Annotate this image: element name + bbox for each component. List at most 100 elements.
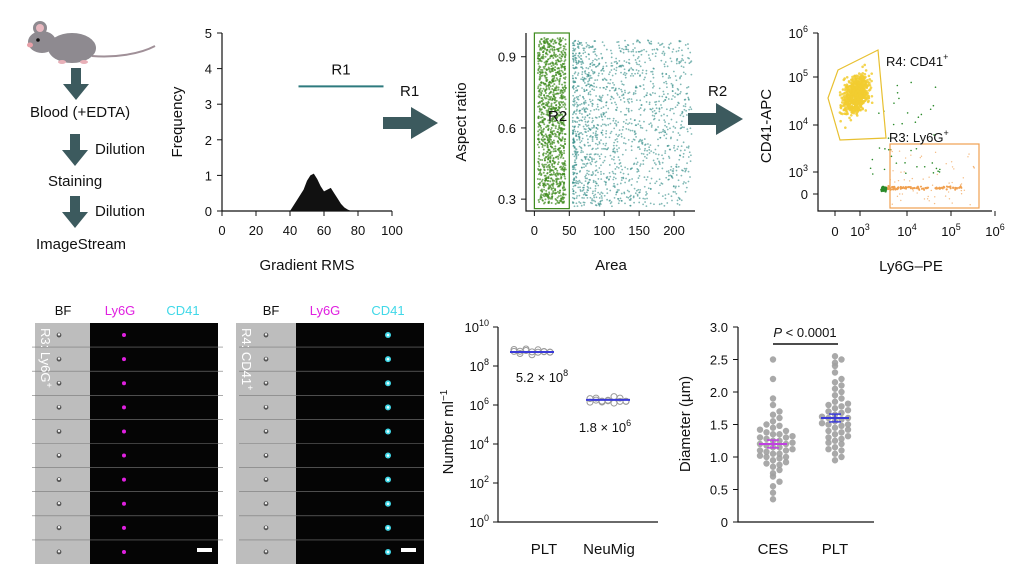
aspect-area-point [632,196,635,199]
aspect-area-point [606,188,608,190]
aspect-area-point [650,125,653,128]
aspect-area-point-gated [548,171,551,174]
flow-point-neg [938,171,941,173]
aspect-area-point [575,175,577,178]
aspect-area-point-gated [554,98,557,101]
aspect-area-point-gated [563,68,566,71]
aspect-area-point [622,126,625,128]
aspect-area-point [667,155,670,158]
aspect-area-point-gated [543,61,546,64]
aspect-area-point [605,132,608,135]
aspect-area-point [613,127,616,130]
aspect-area-point [586,169,588,172]
aspect-area-point [575,132,577,135]
aspect-area-point [651,70,654,73]
aspect-area-point-gated [544,142,547,145]
flow-point-r3 [911,177,914,180]
aspect-area-point [594,193,597,196]
aspect-area-point [594,185,597,187]
aspect-area-point [678,60,681,63]
is-cd41-signal-core [386,406,390,409]
workflow-step-staining: Staining [48,173,102,190]
aspect-area-point [623,71,626,74]
flow-point-r4 [843,107,847,111]
aspect-area-point [671,199,673,202]
aspect-area-point [682,115,685,118]
aspect-area-point [609,122,612,125]
aspect-area-point-gated [542,184,545,187]
aspect-area-point-gated [558,122,561,125]
flow-point-r3 [923,198,926,200]
flow-point-r4 [843,112,847,116]
aspect-area-point [616,140,619,143]
diameter-ticks: 00.51.01.52.02.53.0 [710,320,738,530]
aspect-area-point [575,66,577,68]
flow-point-neg [892,123,895,126]
aspect-area-point [662,128,665,131]
aspect-area-point-gated [547,148,550,151]
aspect-area-point [677,132,680,134]
aspect-area-point [672,172,675,175]
aspect-area-point [652,85,655,88]
aspect-area-point [670,195,673,198]
aspect-area-point-gated [560,89,563,92]
flow-point-neg [915,147,918,150]
aspect-area-point [689,51,692,54]
aspect-area-point-gated [537,68,540,71]
flow-point-r4 [849,81,852,84]
flow-point-r4 [849,100,852,103]
diameter-point [769,463,777,470]
aspect-area-point [663,81,665,84]
flow-point-r4 [870,94,874,98]
aspect-area-point [659,44,661,46]
aspect-area-point [572,77,574,79]
flow-point-neg [910,149,912,152]
counts-category-neumig: NeuMig [583,541,635,558]
aspect-area-point-gated [539,84,542,87]
aspect-area-point-gated [564,88,567,91]
is-bf-cell-highlight [264,501,268,505]
aspect-area-point [581,108,584,110]
flow-point-r3 [946,185,949,188]
histogram-ytick-label: 0 [205,204,212,219]
flow-point-r3 [967,156,969,158]
aspect-area-point-gated [550,117,553,120]
aspect-area-point [587,91,590,94]
flow-point-r4 [851,75,854,79]
aspect-area-point [595,86,598,89]
aspect-area-point-gated [561,71,564,74]
aspect-area-point-gated [540,43,543,46]
aspect-area-point [574,159,576,162]
gate-arrow-r2-label: R2 [708,83,727,100]
aspect-area-point [661,42,664,45]
aspect-area-point [627,69,630,72]
aspect-area-point-gated [554,87,557,90]
flow-point-r3 [950,161,953,163]
flow-point-neg [917,116,920,118]
aspect-area-point-gated [548,185,551,188]
diameter-point [763,421,770,428]
aspect-area-point [632,48,635,51]
aspect-area-point [644,76,646,79]
aspect-area-point-gated [558,56,561,59]
aspect-area-point [675,163,678,166]
aspect-area-point [636,180,639,183]
flow-point-r3 [969,204,971,206]
aspect-area-point [582,95,584,98]
aspect-area-point [628,190,631,193]
aspect-area-point-gated [548,81,551,84]
aspect-area-point-gated [539,94,542,97]
is-bf-cell-highlight [57,333,61,336]
aspect-area-point-gated [538,93,541,96]
aspect-area-point [592,132,595,134]
aspect-area-point [576,205,579,208]
diameter-point [825,408,832,415]
aspect-area-point [586,162,589,165]
aspect-area-point-gated [541,47,544,50]
flow-point-neg [895,162,898,164]
aspect-area-point [587,130,590,133]
aspect-area-point [639,164,642,167]
diameter-point [776,466,783,474]
aspect-area-point-gated [543,163,546,166]
